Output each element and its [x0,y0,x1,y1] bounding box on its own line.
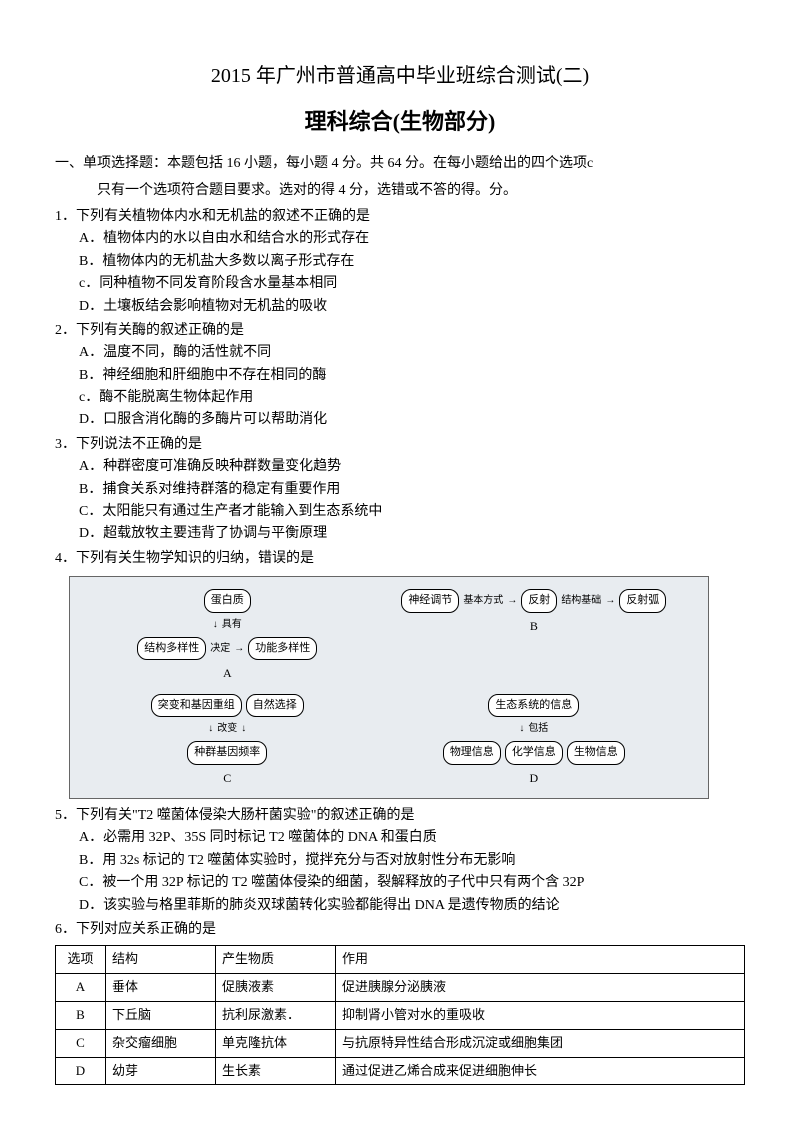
label-decide: 决定 [210,641,230,657]
q1-text: 1．下列有关植物体内水和无机盐的叙述不正确的是 [55,206,745,228]
q1-option-d: D．土壤板结会影响植物对无机盐的吸收 [55,296,745,318]
box-struct: 结构多样性 [137,637,206,661]
cell: 生长素 [216,1057,336,1085]
q3-option-d: D．超载放牧主要违背了协调与平衡原理 [55,523,745,545]
q1-option-c: c．同种植物不同发育阶段含水量基本相同 [55,273,745,295]
q2-option-c: c．酶不能脱离生物体起作用 [55,387,745,409]
q2-option-a: A．温度不同，酶的活性就不同 [55,342,745,364]
table-row: C 杂交瘤细胞 单克隆抗体 与抗原特异性结合形成沉淀或细胞集团 [56,1029,745,1057]
label-change: 改变 [217,721,237,737]
diagram-b-label: B [530,617,538,636]
label-include: 包括 [528,721,548,737]
arrow-icon: → [234,641,244,657]
cell: 下丘脑 [106,1001,216,1029]
diagram-b: 神经调节 基本方式 → 反射 结构基础 → 反射弧 B [385,587,684,683]
box-eco: 生态系统的信息 [488,694,579,718]
arrow-icon: ↓ [208,724,213,734]
question-1: 1．下列有关植物体内水和无机盐的叙述不正确的是 A．植物体内的水以自由水和结合水… [55,206,745,318]
table-row: B 下丘脑 抗利尿激素． 抑制肾小管对水的重吸收 [56,1001,745,1029]
cell: 单克隆抗体 [216,1029,336,1057]
th-produce: 产生物质 [216,946,336,974]
arrow-icon: ↓ [519,724,524,734]
table-row: A 垂体 促胰液素 促进胰腺分泌胰液 [56,974,745,1002]
cell: 促胰液素 [216,974,336,1002]
arrow-icon: ↓ [213,620,218,630]
arrow-icon: → [605,593,615,609]
q5-text: 5．下列有关"T2 噬菌体侵染大肠杆菌实验"的叙述正确的是 [55,805,745,827]
section-intro: 一、单项选择题：本题包括 16 小题，每小题 4 分。共 64 分。在每小题给出… [55,153,745,175]
box-reflex: 反射 [521,589,557,613]
arrow-icon: ↓ [241,724,246,734]
box-func: 功能多样性 [248,637,317,661]
cell: 抑制肾小管对水的重吸收 [336,1001,745,1029]
q5-option-d: D．该实验与格里菲斯的肺炎双球菌转化实验都能得出 DNA 是遗传物质的结论 [55,895,745,917]
q6-table: 选项 结构 产生物质 作用 A 垂体 促胰液素 促进胰腺分泌胰液 B 下丘脑 抗… [55,945,745,1085]
diagram-d-label: D [529,769,538,788]
cell: 与抗原特异性结合形成沉淀或细胞集团 [336,1029,745,1057]
q3-option-a: A．种群密度可准确反映种群数量变化趋势 [55,456,745,478]
th-function: 作用 [336,946,745,974]
q2-option-d: D．口服含消化酶的多酶片可以帮助消化 [55,409,745,431]
table-row: D 幼芽 生长素 通过促进乙烯合成来促进细胞伸长 [56,1057,745,1085]
cell: 抗利尿激素． [216,1001,336,1029]
box-protein: 蛋白质 [204,589,251,613]
box-phys: 物理信息 [443,741,501,765]
diagram-container: 蛋白质 ↓ 具有 结构多样性 决定 → 功能多样性 A 神经调节 基本方式 → 反… [69,576,709,799]
q2-text: 2．下列有关酶的叙述正确的是 [55,320,745,342]
q3-option-c: C．太阳能只有通过生产者才能输入到生态系统中 [55,501,745,523]
question-5: 5．下列有关"T2 噬菌体侵染大肠杆菌实验"的叙述正确的是 A．必需用 32P、… [55,805,745,917]
diagram-c: 突变和基因重组 自然选择 ↓ 改变 ↓ 种群基因频率 C [78,692,377,788]
cell: C [56,1029,106,1057]
q1-option-a: A．植物体内的水以自由水和结合水的形式存在 [55,228,745,250]
arrow-icon: → [507,593,517,609]
question-2: 2．下列有关酶的叙述正确的是 A．温度不同，酶的活性就不同 B．神经细胞和肝细胞… [55,320,745,432]
box-arc: 反射弧 [619,589,666,613]
box-mutation: 突变和基因重组 [151,694,242,718]
label-has: 具有 [222,617,242,633]
page-subtitle: 理科综合(生物部分) [55,104,745,139]
label-basic: 基本方式 [463,593,503,609]
diagram-d: 生态系统的信息 ↓ 包括 物理信息 化学信息 生物信息 D [385,692,684,788]
cell: 杂交瘤细胞 [106,1029,216,1057]
box-chem: 化学信息 [505,741,563,765]
section-intro-cont: 只有一个选项符合题目要求。选对的得 4 分，选错或不答的得。分。 [55,180,745,202]
diagram-a-label: A [223,664,232,683]
q6-text: 6．下列对应关系正确的是 [55,919,745,941]
box-bio: 生物信息 [567,741,625,765]
q3-text: 3．下列说法不正确的是 [55,434,745,456]
cell: 促进胰腺分泌胰液 [336,974,745,1002]
cell: 通过促进乙烯合成来促进细胞伸长 [336,1057,745,1085]
cell: B [56,1001,106,1029]
box-selection: 自然选择 [246,694,304,718]
box-neural: 神经调节 [401,589,459,613]
q5-option-a: A．必需用 32P、35S 同时标记 T2 噬菌体的 DNA 和蛋白质 [55,827,745,849]
cell: A [56,974,106,1002]
q5-option-b: B．用 32s 标记的 T2 噬菌体实验时，搅拌充分与否对放射性分布无影响 [55,850,745,872]
q4-text: 4．下列有关生物学知识的归纳，错误的是 [55,548,745,570]
q1-option-b: B．植物体内的无机盐大多数以离子形式存在 [55,251,745,273]
table-header-row: 选项 结构 产生物质 作用 [56,946,745,974]
question-3: 3．下列说法不正确的是 A．种群密度可准确反映种群数量变化趋势 B．捕食关系对维… [55,434,745,546]
th-option: 选项 [56,946,106,974]
cell: D [56,1057,106,1085]
th-struct: 结构 [106,946,216,974]
q5-option-c: C．被一个用 32P 标记的 T2 噬菌体侵染的细菌，裂解释放的子代中只有两个含… [55,872,745,894]
page-title: 2015 年广州市普通高中毕业班综合测试(二) [55,60,745,92]
label-struct-basis: 结构基础 [561,593,601,609]
question-4: 4．下列有关生物学知识的归纳，错误的是 [55,548,745,570]
cell: 垂体 [106,974,216,1002]
q3-option-b: B．捕食关系对维持群落的稳定有重要作用 [55,479,745,501]
diagram-c-label: C [223,769,231,788]
question-6: 6．下列对应关系正确的是 选项 结构 产生物质 作用 A 垂体 促胰液素 促进胰… [55,919,745,1085]
q2-option-b: B．神经细胞和肝细胞中不存在相同的酶 [55,365,745,387]
cell: 幼芽 [106,1057,216,1085]
diagram-a: 蛋白质 ↓ 具有 结构多样性 决定 → 功能多样性 A [78,587,377,683]
box-freq: 种群基因频率 [187,741,267,765]
